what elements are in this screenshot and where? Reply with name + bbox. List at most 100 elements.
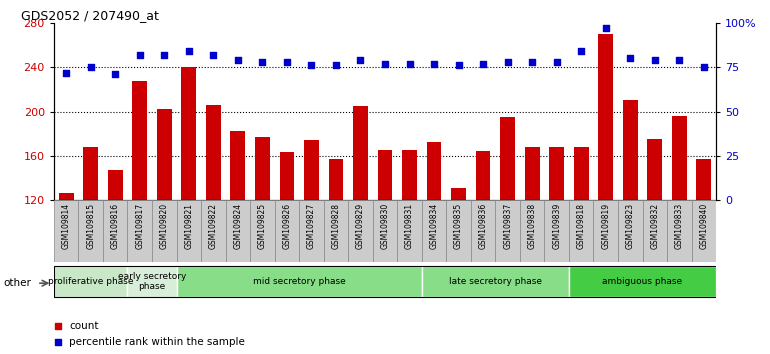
- Text: GSM109831: GSM109831: [405, 203, 414, 249]
- Point: [305, 63, 317, 68]
- Bar: [59, 193, 73, 200]
- Text: GSM109818: GSM109818: [577, 203, 586, 249]
- Text: GSM109833: GSM109833: [675, 203, 684, 249]
- Bar: [54, 266, 128, 297]
- Bar: [476, 152, 490, 200]
- Bar: [201, 200, 226, 262]
- Bar: [176, 266, 422, 297]
- Bar: [275, 200, 300, 262]
- Bar: [672, 116, 687, 200]
- Bar: [304, 140, 319, 200]
- Text: late secretory phase: late secretory phase: [449, 277, 542, 286]
- Text: GSM109823: GSM109823: [626, 203, 634, 249]
- Text: GSM109825: GSM109825: [258, 203, 267, 249]
- Bar: [255, 137, 270, 200]
- Point: [428, 61, 440, 67]
- Text: percentile rank within the sample: percentile rank within the sample: [69, 337, 245, 347]
- Bar: [226, 200, 250, 262]
- Text: proliferative phase: proliferative phase: [48, 277, 133, 286]
- Point: [501, 59, 514, 65]
- Bar: [422, 200, 447, 262]
- Point: [526, 59, 538, 65]
- Bar: [598, 34, 613, 200]
- Bar: [691, 200, 716, 262]
- Point: [281, 59, 293, 65]
- Bar: [300, 200, 323, 262]
- Bar: [157, 109, 172, 200]
- Bar: [667, 200, 691, 262]
- Point: [85, 64, 97, 70]
- Text: early secretory
phase: early secretory phase: [118, 272, 186, 291]
- Point: [551, 59, 563, 65]
- Point: [275, 250, 287, 255]
- Text: GSM109820: GSM109820: [159, 203, 169, 249]
- Bar: [182, 67, 196, 200]
- Point: [207, 52, 219, 58]
- Text: GSM109832: GSM109832: [651, 203, 659, 249]
- Point: [673, 57, 685, 63]
- Bar: [128, 200, 152, 262]
- Bar: [500, 117, 515, 200]
- Bar: [549, 147, 564, 200]
- Bar: [648, 139, 662, 200]
- Point: [109, 72, 122, 77]
- Bar: [128, 266, 176, 297]
- Text: GSM109830: GSM109830: [380, 203, 390, 249]
- Bar: [176, 200, 201, 262]
- Point: [600, 25, 612, 31]
- Bar: [574, 147, 588, 200]
- Bar: [79, 200, 103, 262]
- Point: [624, 56, 637, 61]
- Bar: [230, 131, 245, 200]
- Bar: [427, 142, 441, 200]
- Point: [60, 70, 72, 75]
- Bar: [250, 200, 275, 262]
- Bar: [569, 200, 594, 262]
- Point: [648, 57, 661, 63]
- Text: GSM109829: GSM109829: [356, 203, 365, 249]
- Point: [403, 61, 416, 67]
- Point: [133, 52, 146, 58]
- Text: GSM109824: GSM109824: [233, 203, 243, 249]
- Point: [256, 59, 269, 65]
- Text: ambiguous phase: ambiguous phase: [602, 277, 682, 286]
- Bar: [544, 200, 569, 262]
- Text: count: count: [69, 321, 99, 331]
- Bar: [323, 200, 348, 262]
- Bar: [402, 150, 417, 200]
- Bar: [447, 200, 470, 262]
- Point: [354, 57, 367, 63]
- Text: GSM109840: GSM109840: [699, 203, 708, 249]
- Text: mid secretory phase: mid secretory phase: [253, 277, 346, 286]
- Bar: [642, 200, 667, 262]
- Bar: [377, 150, 393, 200]
- Bar: [569, 266, 716, 297]
- Bar: [594, 200, 618, 262]
- Bar: [495, 200, 520, 262]
- Point: [158, 52, 170, 58]
- Point: [182, 48, 195, 54]
- Point: [477, 61, 489, 67]
- Point: [698, 64, 710, 70]
- Bar: [451, 188, 466, 200]
- Bar: [103, 200, 128, 262]
- Bar: [373, 200, 397, 262]
- Bar: [397, 200, 422, 262]
- Bar: [83, 147, 98, 200]
- Text: GSM109822: GSM109822: [209, 203, 218, 249]
- Text: GSM109816: GSM109816: [111, 203, 119, 249]
- Text: GSM109827: GSM109827: [307, 203, 316, 249]
- Bar: [329, 159, 343, 200]
- Bar: [520, 200, 544, 262]
- Bar: [132, 80, 147, 200]
- Bar: [206, 105, 221, 200]
- Text: GSM109826: GSM109826: [283, 203, 291, 249]
- Bar: [618, 200, 642, 262]
- Bar: [152, 200, 176, 262]
- Bar: [623, 101, 638, 200]
- Text: GSM109839: GSM109839: [552, 203, 561, 249]
- Text: GSM109836: GSM109836: [479, 203, 487, 249]
- Text: GSM109834: GSM109834: [430, 203, 439, 249]
- Bar: [280, 153, 294, 200]
- Bar: [697, 159, 711, 200]
